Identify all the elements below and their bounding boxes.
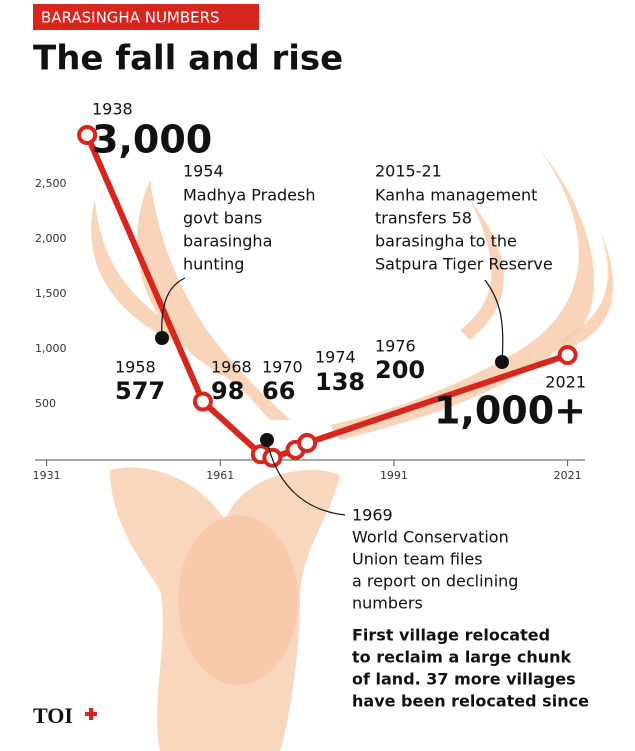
- x-tick-label: 1961: [206, 469, 234, 482]
- annotation-text: transfers 58: [375, 209, 472, 228]
- x-tick-label: 1931: [33, 469, 61, 482]
- annotation-text: barasingha to the: [375, 232, 517, 251]
- annotation-text: First village relocated: [352, 626, 550, 645]
- annotation-text: Satpura Tiger Reserve: [375, 255, 553, 274]
- annotation-text: Kanha management: [375, 186, 537, 205]
- annotation-text: govt bans: [183, 209, 262, 228]
- logo: TOI: [33, 703, 73, 728]
- annotation-text: Madhya Pradesh: [183, 186, 316, 205]
- title: The fall and rise: [33, 39, 343, 79]
- value-label: 1,000+: [434, 389, 586, 433]
- annotation-text: barasingha: [183, 232, 272, 251]
- y-tick-label: 1,500: [35, 287, 67, 300]
- x-tick-label: 1991: [380, 469, 408, 482]
- y-tick-label: 500: [35, 397, 56, 410]
- annotation-year: 1969: [352, 506, 393, 525]
- y-tick-label: 2,000: [35, 232, 67, 245]
- point-year: 1938: [92, 100, 133, 119]
- annotation-text: hunting: [183, 255, 244, 274]
- annotation-text: a report on declining: [352, 572, 518, 591]
- point-year: 1970: [262, 358, 303, 377]
- annotation-year: 1954: [183, 162, 224, 181]
- data-point: [77, 125, 98, 145]
- annotation-dots: [155, 331, 509, 447]
- data-point: [557, 345, 578, 365]
- annotation-text: World Conservation: [352, 528, 509, 547]
- tag-background: [33, 4, 259, 30]
- tag: BARASINGHA NUMBERS: [41, 9, 220, 27]
- value-label: 577: [115, 377, 165, 405]
- point-year: 1974: [315, 348, 356, 367]
- point-year: 2021: [545, 373, 586, 392]
- y-tick-label: 2,500: [35, 177, 67, 190]
- annotation-text: of land. 37 more villages: [352, 670, 576, 689]
- annotation-text: numbers: [352, 594, 423, 613]
- value-label: 3,000: [92, 118, 212, 162]
- value-label: 98: [211, 377, 244, 405]
- point-year: 1958: [115, 358, 156, 377]
- logo-plus: [85, 708, 97, 720]
- annotation-text: have been relocated since: [352, 692, 589, 711]
- data-point: [297, 433, 318, 453]
- value-label: 200: [375, 356, 425, 384]
- annotation-text: Union team files: [352, 550, 483, 569]
- value-label: 138: [315, 368, 365, 396]
- y-tick-label: 1,000: [35, 342, 67, 355]
- annotation-text: to reclaim a large chunk: [352, 648, 572, 667]
- leader-lines: [161, 277, 504, 516]
- annotation-year: 2015-21: [375, 162, 442, 181]
- value-label: 66: [262, 377, 295, 405]
- point-year: 1968: [211, 358, 252, 377]
- x-tick-label: 2021: [554, 469, 582, 482]
- data-point: [192, 391, 213, 412]
- point-year: 1976: [375, 337, 416, 356]
